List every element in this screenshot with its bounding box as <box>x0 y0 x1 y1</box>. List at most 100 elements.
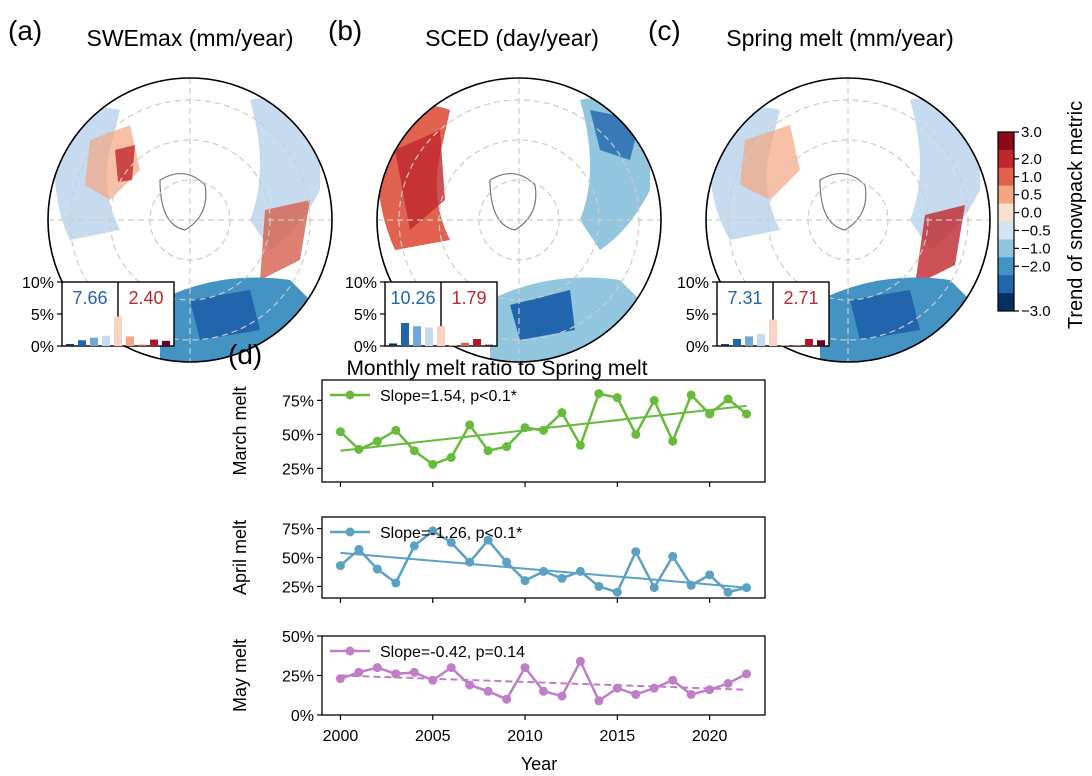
data-point <box>575 656 585 666</box>
inset-ytick-label: 0% <box>686 339 709 356</box>
panel-c-title: Spring melt (mm/year) <box>726 25 953 51</box>
inset-bar <box>401 322 409 346</box>
inset-bar <box>461 342 469 346</box>
data-point <box>446 663 456 673</box>
line-charts: 75% 50% 25% March melt Slope=1.54, p<0.1* 75%… <box>230 379 766 745</box>
x-axis-label: Year <box>521 754 557 774</box>
data-point <box>575 566 585 576</box>
colorbar-segment <box>998 275 1014 294</box>
inset-positive-total: 1.79 <box>451 288 486 308</box>
data-point <box>612 393 622 403</box>
inset-negative-total: 10.26 <box>390 288 435 308</box>
data-point <box>705 685 715 695</box>
data-point <box>668 436 678 446</box>
panel-d-title: Monthly melt ratio to Spring melt <box>346 357 647 380</box>
data-point <box>391 578 401 588</box>
data-point <box>372 436 382 446</box>
data-point <box>612 587 622 597</box>
data-point <box>372 564 382 574</box>
panel-c-letter: (c) <box>648 15 681 46</box>
data-point <box>742 669 752 679</box>
map-outline <box>376 77 662 363</box>
legend-marker <box>345 527 355 537</box>
y-axis-label: March melt <box>230 386 250 475</box>
panel-b-title: SCED (day/year) <box>425 25 599 51</box>
legend-text: Slope=-0.42, p=0.14 <box>380 644 525 661</box>
inset-bar <box>162 340 170 346</box>
data-point <box>742 409 752 419</box>
data-point <box>483 535 493 545</box>
trend-line <box>340 674 747 691</box>
data-point <box>409 446 419 456</box>
ytick-label: 50% <box>282 551 314 568</box>
data-point <box>557 691 567 701</box>
data-point <box>668 675 678 685</box>
colorbar-frame <box>997 131 1015 312</box>
data-point <box>372 663 382 673</box>
data-point <box>465 557 475 567</box>
data-point <box>354 544 364 554</box>
data-point <box>502 557 512 567</box>
map-gridlines <box>47 77 991 363</box>
ytick-label: 50% <box>282 427 314 444</box>
inset-negative-total: 7.31 <box>727 288 762 308</box>
colorbar-segment <box>998 132 1014 151</box>
ytick-label: 25% <box>282 461 314 478</box>
inset-ytick-label: 10% <box>22 275 54 292</box>
panel-b-letter: (b) <box>328 15 362 46</box>
inset-bar <box>473 338 481 346</box>
inset-ytick-label: 10% <box>677 275 709 292</box>
data-point <box>446 537 456 547</box>
data-point <box>483 686 493 696</box>
ytick-label: 75% <box>282 522 314 539</box>
inset-ytick-label: 0% <box>354 339 377 356</box>
data-point <box>428 459 438 469</box>
xtick-label: 2015 <box>600 728 636 745</box>
data-point <box>502 694 512 704</box>
data-point <box>723 678 733 688</box>
colorbar-tick-label: 2.0 <box>1021 151 1042 168</box>
inset-bar <box>745 336 753 346</box>
data-point <box>742 583 752 593</box>
colorbar-label: Trend of snowpack metric <box>1065 101 1087 329</box>
data-point <box>335 561 345 571</box>
colorbar-tick-label: 1.0 <box>1021 169 1042 186</box>
data-point <box>686 689 696 699</box>
map-outline <box>47 77 333 363</box>
legend-marker <box>345 646 355 656</box>
ytick-label: 25% <box>282 579 314 596</box>
data-point <box>594 389 604 399</box>
inset-bar <box>425 327 433 346</box>
inset-bar <box>66 344 74 346</box>
inset-bar <box>138 344 146 346</box>
xtick-label: 2020 <box>692 728 728 745</box>
inset-bar <box>757 333 765 346</box>
data-point <box>354 667 364 677</box>
inset-bar <box>721 344 729 346</box>
legend-text: Slope=-1.26, p<0.1* <box>380 525 522 542</box>
ytick-label: 50% <box>282 629 314 646</box>
colorbar-tick-label: 0.0 <box>1021 205 1042 222</box>
data-point <box>631 547 641 557</box>
xtick-label: 2005 <box>415 728 451 745</box>
data-point <box>391 669 401 679</box>
inset-ytick-label: 10% <box>345 275 377 292</box>
inset-bar <box>769 319 777 346</box>
data-point <box>649 395 659 405</box>
inset-bar <box>793 345 801 346</box>
inset-positive-total: 2.71 <box>783 288 818 308</box>
inset-ytick-label: 5% <box>31 307 54 324</box>
inset-bar <box>805 338 813 346</box>
colorbar-segment <box>998 221 1014 240</box>
panel-a-title: SWEmax (mm/year) <box>87 25 294 51</box>
panel-a-letter: (a) <box>8 15 42 46</box>
colorbar-segment <box>998 203 1014 222</box>
inset-bar <box>485 344 493 346</box>
data-point <box>612 683 622 693</box>
inset-bar <box>90 337 98 346</box>
inset-bar <box>389 343 397 346</box>
data-point <box>539 425 548 435</box>
data-point <box>428 675 438 685</box>
ytick-label: 25% <box>282 669 314 686</box>
data-point <box>335 427 345 437</box>
